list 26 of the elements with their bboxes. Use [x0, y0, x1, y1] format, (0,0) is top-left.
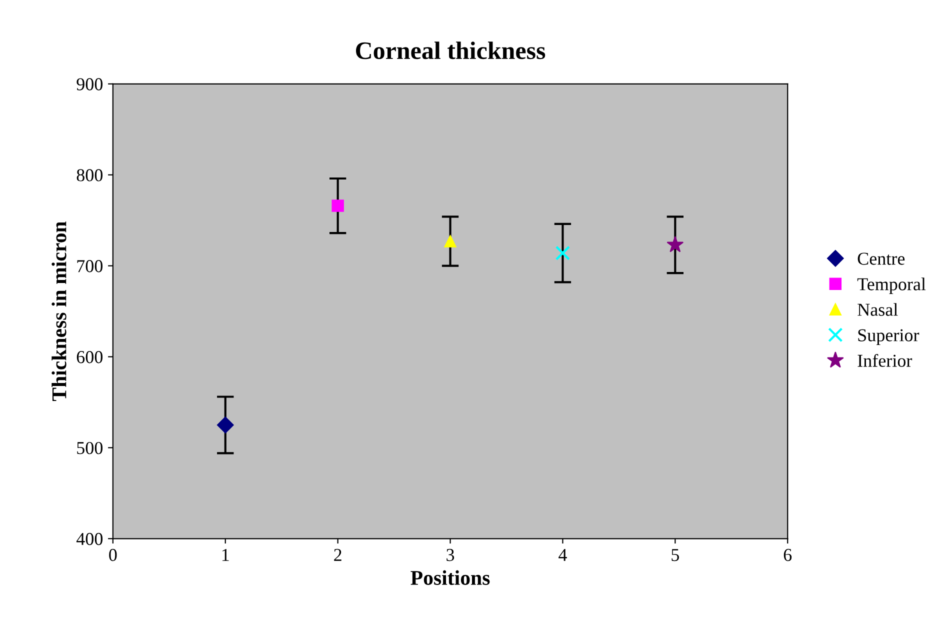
legend-label: Superior: [858, 329, 920, 346]
x-axis-title: Positions: [410, 570, 490, 585]
y-tick-label: 400: [76, 532, 103, 546]
x-tick-label: 4: [558, 549, 567, 561]
point: [332, 200, 344, 212]
x-tick-label: 6: [784, 548, 792, 562]
point: [666, 236, 684, 252]
y-tick-label: 900: [76, 78, 103, 90]
point: [555, 246, 570, 260]
x-tick-label: 1: [222, 548, 229, 561]
y-tick-label: 700: [77, 260, 103, 272]
x-tick-label: 5: [672, 549, 679, 562]
y-axis-title: Thickness in micron: [52, 221, 66, 402]
y-tick-label: 800: [76, 169, 103, 182]
point: [216, 416, 234, 434]
legend-label: Nasal: [858, 303, 898, 316]
legend-label: Centre: [858, 252, 905, 265]
legend-label: Temporal: [857, 278, 926, 294]
legend-label: Inferior: [858, 354, 912, 367]
x-tick-label: 2: [334, 548, 342, 561]
y-tick-label: 600: [76, 351, 103, 364]
y-tick-label: 500: [77, 442, 103, 454]
x-tick-label: 0: [109, 548, 117, 562]
x-tick-label: 3: [446, 548, 454, 562]
chart-title: Corneal thickness: [356, 42, 546, 60]
point: [444, 235, 456, 248]
